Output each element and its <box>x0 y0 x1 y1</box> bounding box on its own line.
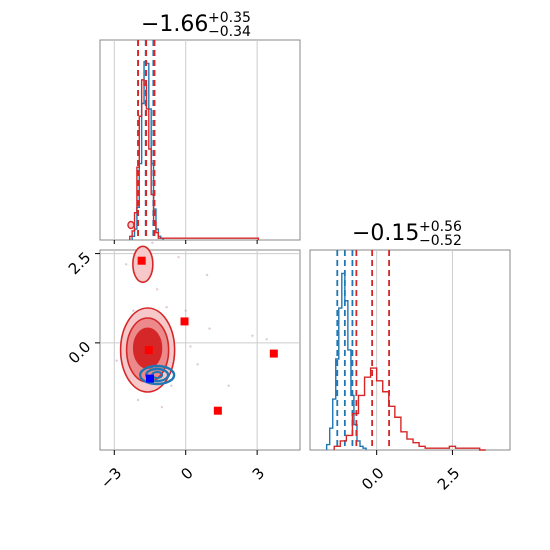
scatter-point-6 <box>251 334 254 337</box>
scatter-point-3 <box>177 255 180 259</box>
title-p1: −0.15 +0.56 −0.52 <box>352 219 462 249</box>
marginal-histogram-p0 <box>99 39 301 241</box>
scatter-point-13 <box>265 338 268 341</box>
scatter-point-7 <box>115 359 118 362</box>
title-p1-sub: −0.52 <box>419 233 462 249</box>
scatter-point-4 <box>196 363 199 366</box>
tick-label-y-p1-1: 0.0 <box>65 338 95 368</box>
scatter-point-14 <box>151 241 154 245</box>
scatter-point-8 <box>160 405 164 409</box>
scatter-point-17 <box>184 309 187 312</box>
hist-p1-series-1 <box>333 367 486 451</box>
marker-4 <box>213 406 222 415</box>
tick-label-y-p1-0: 2.5 <box>65 249 95 279</box>
marker-3 <box>146 374 154 383</box>
tick-label-x-p0-0: −3 <box>97 464 125 492</box>
contour-blue-outer <box>138 364 176 386</box>
title-p1-sup: +0.56 <box>419 219 462 235</box>
panel-frame-2 <box>309 249 511 451</box>
scatter-point-16 <box>136 398 140 402</box>
contour-red-speck <box>127 220 135 230</box>
tick-label-x-p1-0: 0.0 <box>358 464 388 494</box>
marker-2 <box>144 346 153 354</box>
marker-5 <box>269 349 278 358</box>
scatter-point-5 <box>208 327 211 330</box>
title-p0-sub: −0.34 <box>208 24 251 40</box>
hist-p1-series-0 <box>325 272 367 450</box>
scatter-point-9 <box>170 384 173 387</box>
tick-label-x-p0-1: 0 <box>177 464 196 483</box>
scatter-point-12 <box>227 384 230 387</box>
scatter-point-11 <box>132 309 135 312</box>
tick-label-x-p1-1: 2.5 <box>434 464 464 494</box>
panel-frame-0 <box>99 39 301 241</box>
scatter-point-1 <box>165 305 168 309</box>
marginal-histogram-p1 <box>309 249 511 451</box>
title-p0: −1.66 +0.35 −0.34 <box>141 10 251 40</box>
title-p1-value: −0.15 <box>352 221 419 246</box>
scatter-point-0 <box>155 288 159 291</box>
scatter-point-15 <box>205 273 209 277</box>
joint-2d-panel <box>99 220 301 451</box>
tick-label-x-p0-2: 3 <box>249 464 268 483</box>
marker-1 <box>180 317 189 326</box>
title-p0-sup: +0.35 <box>208 10 251 26</box>
scatter-point-10 <box>189 345 192 348</box>
hist-p0-series-1 <box>129 79 260 240</box>
marker-0 <box>137 256 146 265</box>
title-p0-value: −1.66 <box>141 12 208 37</box>
scatter-point-2 <box>124 263 128 266</box>
